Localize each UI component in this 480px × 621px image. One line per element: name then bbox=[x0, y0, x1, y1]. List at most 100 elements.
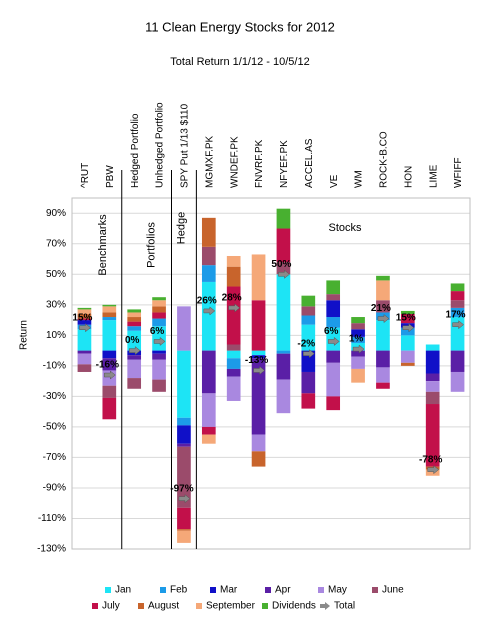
bar-segment bbox=[450, 283, 465, 292]
bar-segment bbox=[326, 396, 341, 411]
bar-segment bbox=[326, 280, 341, 295]
bar-segment bbox=[201, 434, 216, 444]
y-tick-label: -30% bbox=[43, 391, 66, 402]
bar-segment bbox=[376, 280, 390, 301]
bar-segment bbox=[77, 353, 92, 365]
bar-segment bbox=[152, 306, 166, 313]
chart-subtitle: Total Return 1/1/12 - 10/5/12 bbox=[170, 56, 309, 68]
total-marker bbox=[278, 269, 290, 279]
x-tick-label: WNDEF.PK bbox=[229, 136, 240, 188]
bar-segment bbox=[376, 312, 390, 321]
bar-segment bbox=[351, 317, 365, 324]
bar-segment bbox=[226, 266, 241, 287]
bar-segment bbox=[425, 373, 440, 382]
bar-segment bbox=[152, 318, 166, 327]
total-marker bbox=[303, 349, 315, 359]
bar-segment bbox=[177, 306, 191, 351]
annotation: Hedge bbox=[175, 212, 187, 244]
total-marker bbox=[352, 344, 365, 354]
bar-segment bbox=[400, 335, 415, 351]
x-tick-label: ACCEL.AS bbox=[304, 138, 315, 188]
bar-segment bbox=[400, 313, 415, 324]
x-tick-label: FNVRF.PK bbox=[254, 139, 265, 188]
bar-segment bbox=[425, 469, 440, 476]
annotation: Benchmarks bbox=[97, 214, 109, 276]
annotation: Stocks bbox=[328, 222, 362, 234]
bar-segment bbox=[201, 426, 216, 435]
bar-segment bbox=[127, 355, 142, 360]
bar-segment bbox=[127, 350, 142, 356]
total-marker bbox=[79, 323, 91, 333]
bar-segment bbox=[152, 379, 166, 392]
total-label: 28% bbox=[222, 293, 242, 304]
x-tick-label: WM bbox=[354, 170, 365, 188]
bar-segment bbox=[276, 379, 291, 414]
total-label: 15% bbox=[72, 312, 92, 323]
bar-segment bbox=[102, 304, 117, 307]
bar-segment bbox=[152, 326, 166, 351]
x-tick-label: MGMXF.PK bbox=[204, 135, 215, 188]
y-axis-label: Return bbox=[19, 320, 30, 350]
bar-segment bbox=[177, 350, 191, 418]
bar-segment bbox=[127, 326, 142, 331]
x-tick-label: Unhedged Portfolio bbox=[155, 102, 166, 188]
legend-swatch bbox=[105, 587, 111, 593]
bar-segment bbox=[326, 362, 341, 397]
legend-label: July bbox=[102, 601, 120, 612]
total-label: -97% bbox=[170, 483, 193, 494]
bar-segment bbox=[376, 382, 390, 389]
bar-segment bbox=[226, 255, 241, 267]
x-tick-label: PBW bbox=[105, 165, 116, 188]
bar-segment bbox=[77, 307, 92, 310]
bar-segment bbox=[102, 397, 117, 420]
bar-segment bbox=[450, 317, 465, 351]
legend-label: Feb bbox=[170, 585, 188, 596]
bar-segment bbox=[425, 391, 440, 405]
bar-segment bbox=[102, 320, 117, 351]
bar-segment bbox=[127, 309, 142, 313]
bar-segment bbox=[425, 381, 440, 392]
bar-segment bbox=[226, 358, 241, 369]
bar-segment bbox=[376, 367, 390, 383]
legend-label: Jan bbox=[115, 585, 131, 596]
total-label: 50% bbox=[271, 259, 291, 270]
bar-segment bbox=[127, 312, 142, 318]
total-label: -2% bbox=[297, 338, 315, 349]
bar-segment bbox=[400, 327, 415, 336]
total-marker bbox=[427, 465, 440, 475]
y-tick-label: -130% bbox=[37, 544, 66, 555]
total-label: -78% bbox=[419, 454, 442, 465]
bar-segment bbox=[326, 300, 341, 318]
bar-segment bbox=[251, 434, 266, 452]
total-label: -13% bbox=[245, 355, 268, 366]
chart-title: 11 Clean Energy Stocks for 2012 bbox=[145, 19, 335, 34]
total-marker bbox=[104, 370, 116, 380]
total-label: 6% bbox=[324, 326, 339, 337]
x-tick-label: WFIFF bbox=[453, 157, 464, 188]
bar-segment bbox=[201, 217, 216, 247]
x-tick-label: LIME bbox=[428, 164, 439, 188]
legend-swatch bbox=[265, 587, 271, 593]
bar-segment bbox=[400, 362, 415, 366]
total-marker bbox=[128, 346, 141, 356]
x-tick-label: ^RUT bbox=[80, 163, 91, 188]
x-tick-label: NFYEF.PK bbox=[279, 140, 290, 188]
bar-segment bbox=[177, 530, 191, 543]
bar-segment bbox=[251, 254, 266, 301]
legend-label: Apr bbox=[275, 585, 291, 596]
bar-segment bbox=[77, 329, 92, 351]
total-marker bbox=[228, 303, 241, 313]
total-marker bbox=[178, 494, 191, 504]
y-tick-label: -110% bbox=[38, 513, 66, 524]
annotation: Portfolios bbox=[146, 222, 158, 268]
bar-segment bbox=[177, 417, 191, 426]
bar-segment bbox=[276, 274, 291, 351]
bar-segment bbox=[127, 317, 142, 322]
bar-segment bbox=[226, 376, 241, 401]
total-label: -16% bbox=[96, 360, 119, 371]
bar-segment bbox=[351, 323, 365, 330]
bar-segment bbox=[177, 529, 191, 531]
bar-segment bbox=[77, 320, 92, 325]
bar-segment bbox=[351, 350, 365, 357]
bar-segment bbox=[326, 317, 341, 328]
